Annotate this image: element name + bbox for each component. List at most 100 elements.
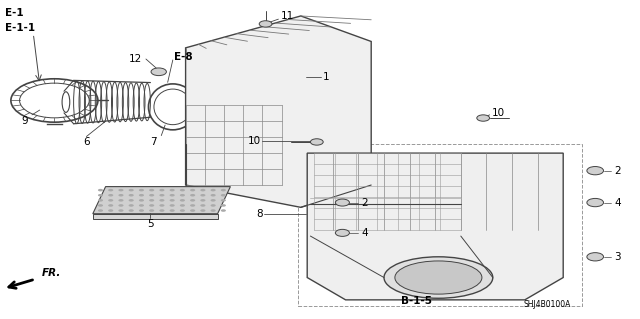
Circle shape bbox=[170, 209, 175, 212]
Circle shape bbox=[159, 189, 164, 191]
Circle shape bbox=[200, 189, 205, 191]
Text: 8: 8 bbox=[256, 209, 262, 219]
Circle shape bbox=[108, 194, 113, 197]
Text: 11: 11 bbox=[280, 11, 294, 21]
Polygon shape bbox=[186, 16, 371, 207]
Circle shape bbox=[310, 139, 323, 145]
Circle shape bbox=[477, 115, 490, 121]
Polygon shape bbox=[307, 153, 563, 300]
Circle shape bbox=[335, 199, 349, 206]
Text: 4: 4 bbox=[362, 228, 368, 238]
Circle shape bbox=[118, 194, 124, 197]
Circle shape bbox=[587, 253, 604, 261]
Circle shape bbox=[200, 209, 205, 212]
Text: 9: 9 bbox=[21, 116, 28, 126]
Text: E-8: E-8 bbox=[174, 52, 193, 63]
Bar bbox=[93, 214, 218, 219]
Circle shape bbox=[170, 204, 175, 207]
Text: 10: 10 bbox=[248, 136, 261, 146]
Circle shape bbox=[149, 204, 154, 207]
Text: 2: 2 bbox=[362, 197, 368, 208]
Circle shape bbox=[190, 209, 195, 212]
Circle shape bbox=[108, 204, 113, 207]
Circle shape bbox=[98, 199, 103, 202]
Text: 12: 12 bbox=[129, 54, 142, 64]
Text: E-1: E-1 bbox=[5, 8, 24, 18]
Circle shape bbox=[108, 189, 113, 191]
Text: 6: 6 bbox=[83, 137, 90, 147]
Circle shape bbox=[118, 209, 124, 212]
Circle shape bbox=[180, 209, 185, 212]
Circle shape bbox=[149, 209, 154, 212]
Circle shape bbox=[139, 209, 144, 212]
Circle shape bbox=[170, 194, 175, 197]
Text: E-1-1: E-1-1 bbox=[5, 24, 35, 33]
Circle shape bbox=[129, 199, 134, 202]
Circle shape bbox=[159, 199, 164, 202]
Circle shape bbox=[180, 204, 185, 207]
Circle shape bbox=[149, 194, 154, 197]
Text: 10: 10 bbox=[492, 108, 505, 118]
Circle shape bbox=[190, 189, 195, 191]
Circle shape bbox=[221, 204, 226, 207]
Text: 1: 1 bbox=[323, 71, 330, 82]
Circle shape bbox=[139, 204, 144, 207]
Circle shape bbox=[129, 194, 134, 197]
Circle shape bbox=[108, 209, 113, 212]
Circle shape bbox=[139, 199, 144, 202]
Circle shape bbox=[149, 199, 154, 202]
Text: 5: 5 bbox=[147, 219, 154, 228]
Circle shape bbox=[259, 21, 272, 27]
Text: 7: 7 bbox=[150, 137, 157, 147]
Circle shape bbox=[190, 199, 195, 202]
Circle shape bbox=[170, 189, 175, 191]
Circle shape bbox=[129, 209, 134, 212]
Circle shape bbox=[200, 204, 205, 207]
Circle shape bbox=[180, 199, 185, 202]
Circle shape bbox=[149, 189, 154, 191]
Circle shape bbox=[129, 204, 134, 207]
Circle shape bbox=[211, 209, 216, 212]
Bar bbox=[298, 144, 582, 306]
Circle shape bbox=[98, 209, 103, 212]
Circle shape bbox=[108, 199, 113, 202]
Circle shape bbox=[118, 189, 124, 191]
Circle shape bbox=[151, 68, 166, 76]
Circle shape bbox=[129, 189, 134, 191]
Circle shape bbox=[170, 199, 175, 202]
Circle shape bbox=[180, 194, 185, 197]
Circle shape bbox=[190, 204, 195, 207]
Circle shape bbox=[221, 199, 226, 202]
Circle shape bbox=[98, 194, 103, 197]
Circle shape bbox=[335, 229, 349, 236]
Circle shape bbox=[221, 189, 226, 191]
Circle shape bbox=[118, 204, 124, 207]
Circle shape bbox=[221, 194, 226, 197]
Circle shape bbox=[118, 199, 124, 202]
Text: 3: 3 bbox=[614, 252, 621, 262]
Circle shape bbox=[211, 189, 216, 191]
Circle shape bbox=[587, 167, 604, 175]
Circle shape bbox=[159, 194, 164, 197]
Circle shape bbox=[98, 189, 103, 191]
Circle shape bbox=[211, 204, 216, 207]
Text: SHJ4B0100A: SHJ4B0100A bbox=[524, 300, 571, 309]
Circle shape bbox=[200, 194, 205, 197]
Circle shape bbox=[211, 194, 216, 197]
Circle shape bbox=[211, 199, 216, 202]
Text: 2: 2 bbox=[614, 166, 621, 176]
Circle shape bbox=[139, 189, 144, 191]
Circle shape bbox=[221, 209, 226, 212]
Circle shape bbox=[587, 198, 604, 207]
Text: B-1-5: B-1-5 bbox=[401, 296, 431, 307]
Text: FR.: FR. bbox=[42, 268, 61, 278]
Circle shape bbox=[98, 204, 103, 207]
Circle shape bbox=[180, 189, 185, 191]
Polygon shape bbox=[93, 187, 230, 214]
Circle shape bbox=[139, 194, 144, 197]
Circle shape bbox=[159, 209, 164, 212]
Ellipse shape bbox=[395, 261, 482, 294]
Text: 4: 4 bbox=[614, 197, 621, 208]
Ellipse shape bbox=[384, 257, 493, 298]
Circle shape bbox=[190, 194, 195, 197]
